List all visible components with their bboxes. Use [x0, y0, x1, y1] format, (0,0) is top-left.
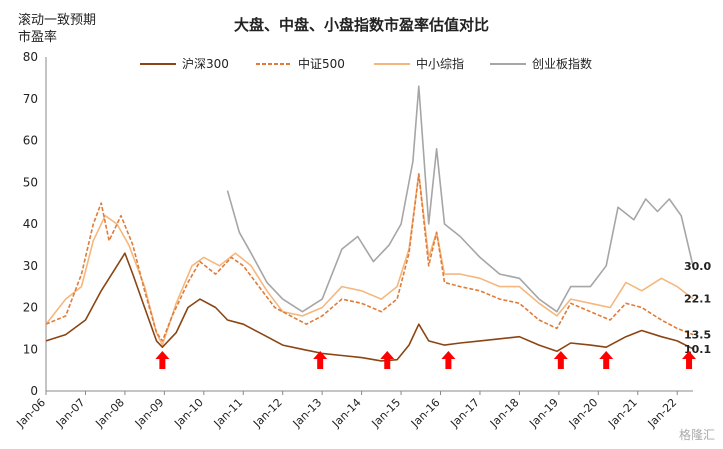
- x-tick-label: Jan-21: [605, 396, 640, 431]
- end-value-label: 30.0: [684, 260, 711, 273]
- y-tick-label: 50: [23, 175, 38, 189]
- end-value-label: 22.1: [684, 293, 711, 306]
- y-tick-label: 80: [23, 50, 38, 64]
- y-tick-label: 70: [23, 92, 38, 106]
- y-tick-label: 40: [23, 217, 38, 231]
- series-line-0: [45, 252, 694, 362]
- chart-title: 大盘、中盘、小盘指数市盈率估值对比: [233, 16, 489, 34]
- x-tick-label: Jan-14: [329, 396, 364, 431]
- x-tick-label: Jan-11: [211, 396, 246, 431]
- x-tick-label: Jan-15: [369, 396, 404, 431]
- red-up-arrow: [553, 351, 568, 369]
- y-tick-label: 30: [23, 259, 38, 273]
- series-line-1: [45, 173, 694, 342]
- red-up-arrow: [599, 351, 614, 369]
- x-tick-label: Jan-13: [290, 396, 325, 431]
- x-tick-label: Jan-22: [645, 396, 680, 431]
- y-tick-label: 60: [23, 134, 38, 148]
- legend-label: 创业板指数: [532, 56, 592, 71]
- red-up-arrow: [441, 351, 456, 369]
- y-tick-label: 10: [23, 342, 38, 356]
- red-up-arrow: [155, 351, 170, 369]
- x-tick-label: Jan-08: [92, 396, 127, 431]
- x-tick-label: Jan-20: [566, 396, 601, 431]
- watermark-label: 格隆汇: [678, 428, 715, 442]
- legend-label: 沪深300: [182, 57, 229, 71]
- legend-label: 中证500: [298, 56, 345, 71]
- y-tick-label: 0: [30, 384, 38, 398]
- x-tick-label: Jan-10: [171, 396, 206, 431]
- x-tick-label: Jan-07: [53, 396, 88, 431]
- x-tick-label: Jan-19: [526, 396, 561, 431]
- end-value-label: 10.1: [684, 343, 711, 356]
- series-line-2: [45, 173, 694, 346]
- red-up-arrow: [682, 351, 697, 369]
- x-tick-label: Jan-09: [132, 396, 167, 431]
- red-up-arrow: [313, 351, 328, 369]
- x-tick-label: Jan-18: [487, 396, 522, 431]
- x-tick-label: Jan-06: [14, 396, 49, 431]
- x-tick-label: Jan-16: [408, 396, 443, 431]
- x-tick-label: Jan-12: [250, 396, 285, 431]
- y-tick-label: 20: [23, 301, 38, 315]
- x-tick-label: Jan-17: [447, 396, 482, 431]
- legend-label: 中小综指: [416, 56, 464, 71]
- red-up-arrow: [380, 351, 395, 369]
- y-axis-label: 滚动一致预期 市盈率: [18, 13, 97, 45]
- series-line-3: [226, 85, 694, 313]
- end-value-label: 13.5: [684, 329, 711, 342]
